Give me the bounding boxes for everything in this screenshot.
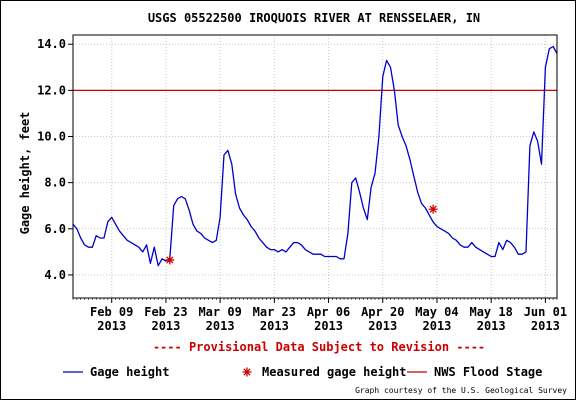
x-tick-label: May 04 [415,305,458,319]
x-tick-label: Feb 09 [90,305,133,319]
x-tick-year: 2013 [531,319,560,333]
grid-lines [73,35,557,298]
usgs-credit: Graph courtesy of the U.S. Geological Su… [355,386,567,395]
x-tick-label: Feb 23 [144,305,187,319]
provisional-annotation: ---- Provisional Data Subject to Revisio… [153,340,485,354]
legend-star-icon [242,367,252,377]
legend-measured-swatch [242,367,252,377]
x-tick-label: Jun 01 [524,305,567,319]
legend: Gage height Measured gage height NWS Flo… [63,365,542,379]
x-tick-year: 2013 [423,319,452,333]
y-tick-label: 14.0 [37,37,66,51]
x-tick-year: 2013 [97,319,126,333]
x-tick-year: 2013 [206,319,235,333]
measured-point [428,204,438,214]
x-tick-year: 2013 [314,319,343,333]
x-tick-year: 2013 [477,319,506,333]
gage-height-line [72,45,558,267]
x-tick-label: Apr 20 [361,305,404,319]
legend-measured-label: Measured gage height [262,365,407,379]
series-layer [72,45,558,267]
x-tick-year: 2013 [151,319,180,333]
legend-flood-label: NWS Flood Stage [434,365,542,379]
x-tick-year: 2013 [260,319,289,333]
y-tick-label: 6.0 [44,222,66,236]
measured-markers [165,204,438,265]
y-tick-label: 10.0 [37,130,66,144]
y-tick-label: 12.0 [37,83,66,97]
y-axis-label: Gage height, feet [18,112,32,235]
chart-title: USGS 05522500 IROQUOIS RIVER AT RENSSELA… [148,11,480,25]
plot-border [72,34,558,299]
x-tick-label: Mar 09 [198,305,241,319]
legend-gage-label: Gage height [90,365,169,379]
y-tick-labels: 4.0 6.0 8.0 10.0 12.0 14.0 [37,37,73,282]
measured-point [165,255,175,265]
x-tick-label: May 18 [469,305,512,319]
x-tick-label: Mar 23 [253,305,296,319]
y-tick-label: 4.0 [44,268,66,282]
x-tick-year: 2013 [368,319,397,333]
y-tick-label: 8.0 [44,176,66,190]
x-tick-label: Apr 06 [307,305,350,319]
